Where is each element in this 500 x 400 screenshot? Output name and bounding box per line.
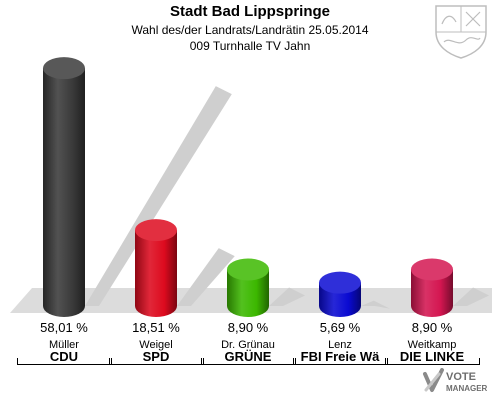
party-label: SPD — [108, 349, 204, 365]
bar-spd — [135, 219, 177, 317]
vote-manager-logo: VOTE MANAGER — [423, 368, 488, 393]
value-label: 58,01 % — [40, 320, 88, 335]
bar-body — [135, 230, 177, 317]
candidate-label: Dr. Grünau — [221, 339, 275, 351]
bar-cdu — [43, 57, 85, 317]
value-label: 8,90 % — [227, 320, 269, 335]
bar-top — [227, 258, 269, 281]
logo-text-vote: VOTE — [446, 371, 476, 383]
candidate-label: Müller — [49, 339, 79, 351]
party-label: DIE LINKE — [384, 349, 480, 365]
bar-body — [43, 68, 85, 317]
bar-body — [411, 269, 453, 317]
candidate-label: Lenz — [328, 339, 352, 351]
value-label: 8,90 % — [411, 320, 453, 335]
bar-shadow — [453, 287, 490, 306]
bar-top — [319, 271, 361, 294]
party-label: GRÜNE — [200, 349, 296, 365]
value-label: 5,69 % — [319, 320, 361, 335]
bar-fbi-freie-w- — [319, 271, 361, 317]
logo-text-manager: MANAGER — [446, 384, 488, 393]
coat-of-arms-icon — [435, 5, 487, 59]
value-label: 18,51 % — [132, 320, 180, 335]
chart-title: Stadt Bad Lippspringe — [169, 3, 330, 20]
bar-shadow — [361, 300, 390, 309]
bar-shadow — [85, 86, 232, 306]
bar-die-linke — [411, 258, 453, 317]
bar-top — [135, 219, 177, 242]
bar-top — [411, 258, 453, 281]
bar-shadow — [269, 287, 306, 306]
bar-top — [43, 57, 85, 80]
bar-body — [227, 269, 269, 317]
district-label: 009 Turnhalle TV Jahn — [189, 39, 311, 53]
party-label: CDU — [16, 349, 112, 365]
party-label: FBI Freie Wä — [292, 349, 388, 365]
candidate-label: Weigel — [139, 339, 173, 351]
bar-shadow — [177, 248, 235, 306]
chart-subtitle: Wahl des/der Landrats/Landrätin 25.05.20… — [131, 23, 369, 37]
bar-gr-ne — [227, 258, 269, 317]
candidate-label: Weitkamp — [407, 339, 457, 351]
